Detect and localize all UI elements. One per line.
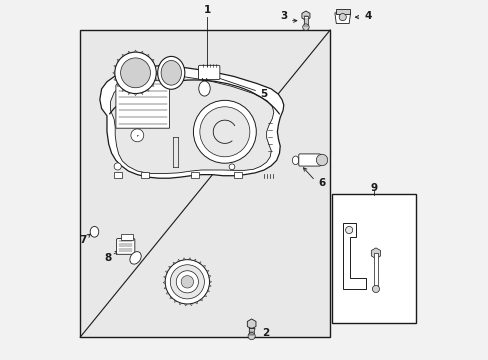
Polygon shape (152, 76, 157, 81)
Polygon shape (163, 275, 168, 280)
FancyBboxPatch shape (298, 154, 320, 166)
Text: 5: 5 (260, 89, 267, 99)
Polygon shape (154, 70, 158, 76)
Polygon shape (192, 259, 196, 264)
Circle shape (121, 58, 150, 88)
Bar (114, 172, 122, 178)
Polygon shape (207, 279, 211, 284)
Circle shape (131, 129, 143, 142)
Polygon shape (201, 266, 205, 270)
Polygon shape (117, 81, 122, 86)
Polygon shape (114, 64, 119, 70)
Circle shape (176, 271, 198, 293)
Polygon shape (148, 81, 154, 86)
Ellipse shape (130, 252, 141, 264)
Polygon shape (342, 223, 365, 289)
Polygon shape (173, 262, 177, 267)
Polygon shape (203, 270, 208, 274)
Polygon shape (165, 271, 170, 275)
Polygon shape (182, 258, 186, 262)
Circle shape (181, 276, 193, 288)
Polygon shape (152, 64, 157, 70)
Polygon shape (206, 283, 211, 288)
Circle shape (345, 226, 352, 234)
Ellipse shape (198, 81, 210, 96)
Circle shape (302, 24, 308, 30)
Polygon shape (144, 54, 149, 60)
Bar (331, 194, 415, 323)
Bar (248, 328, 254, 336)
Circle shape (200, 107, 249, 157)
Text: 2: 2 (261, 328, 268, 338)
Circle shape (193, 100, 256, 163)
Polygon shape (163, 285, 168, 290)
Bar (141, 172, 148, 178)
Polygon shape (202, 292, 206, 297)
Circle shape (170, 265, 204, 299)
Polygon shape (133, 91, 138, 96)
Polygon shape (198, 296, 202, 301)
Text: 1: 1 (203, 5, 210, 15)
Polygon shape (174, 298, 178, 302)
Polygon shape (112, 70, 117, 76)
Ellipse shape (161, 60, 181, 85)
Circle shape (115, 52, 156, 94)
Bar (190, 172, 198, 178)
Polygon shape (138, 51, 143, 56)
Ellipse shape (292, 156, 298, 165)
Polygon shape (122, 54, 127, 60)
Text: 4: 4 (364, 12, 371, 21)
Circle shape (372, 285, 379, 293)
Polygon shape (168, 266, 173, 271)
Polygon shape (117, 59, 122, 64)
FancyBboxPatch shape (198, 65, 220, 80)
Ellipse shape (157, 57, 184, 89)
Polygon shape (186, 258, 191, 262)
Bar (80, 30, 329, 337)
Polygon shape (196, 262, 201, 266)
Polygon shape (334, 13, 350, 23)
Circle shape (247, 333, 255, 340)
Bar (233, 172, 241, 178)
Polygon shape (204, 288, 209, 292)
Bar (373, 253, 377, 287)
Bar (303, 16, 307, 26)
Text: 8: 8 (104, 253, 111, 263)
FancyBboxPatch shape (116, 239, 135, 254)
Polygon shape (148, 59, 154, 64)
Polygon shape (179, 300, 183, 305)
Polygon shape (127, 51, 132, 56)
Bar (335, 9, 349, 14)
Circle shape (165, 260, 209, 304)
Text: 3: 3 (280, 12, 287, 21)
Circle shape (229, 164, 234, 170)
Circle shape (316, 154, 327, 166)
Polygon shape (138, 89, 143, 95)
Text: 6: 6 (317, 178, 325, 188)
Polygon shape (127, 89, 132, 95)
Polygon shape (193, 299, 197, 304)
Polygon shape (163, 280, 167, 285)
Polygon shape (206, 275, 210, 279)
Text: 7: 7 (79, 235, 86, 245)
Polygon shape (144, 86, 149, 91)
Circle shape (114, 163, 121, 170)
Ellipse shape (90, 226, 99, 237)
Polygon shape (133, 50, 138, 54)
Polygon shape (166, 290, 171, 294)
Polygon shape (114, 76, 119, 81)
Polygon shape (169, 294, 174, 299)
Polygon shape (177, 259, 182, 264)
Polygon shape (188, 301, 193, 306)
Polygon shape (110, 75, 273, 174)
Polygon shape (122, 86, 127, 91)
Polygon shape (100, 66, 283, 178)
Polygon shape (116, 81, 169, 128)
Bar (121, 234, 132, 240)
Text: 9: 9 (369, 183, 377, 193)
Circle shape (339, 14, 346, 21)
Polygon shape (183, 302, 188, 306)
